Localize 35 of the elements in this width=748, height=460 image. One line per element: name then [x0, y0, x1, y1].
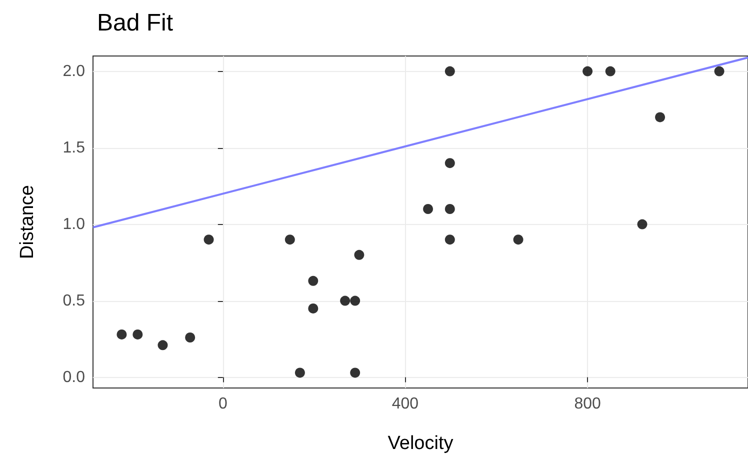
- point: [354, 250, 364, 260]
- point: [308, 276, 318, 286]
- point: [350, 296, 360, 306]
- point: [637, 219, 648, 230]
- x-axis-title: Velocity: [388, 433, 454, 454]
- point: [513, 234, 524, 245]
- point: [308, 303, 318, 314]
- point: [116, 329, 127, 340]
- point: [444, 204, 455, 214]
- point: [444, 234, 455, 245]
- point: [444, 66, 455, 76]
- point: [185, 332, 196, 343]
- point: [284, 234, 295, 245]
- y-axis-title: Distance: [17, 185, 38, 259]
- x-tick-label: 400: [392, 396, 419, 412]
- point: [655, 112, 666, 122]
- point: [204, 234, 214, 245]
- point: [132, 329, 143, 340]
- point: [582, 66, 593, 76]
- point: [158, 340, 168, 350]
- point: [605, 66, 616, 76]
- point: [294, 368, 305, 378]
- x-tick-label: 800: [574, 396, 601, 412]
- chart-title: Bad Fit: [97, 10, 174, 36]
- y-tick-label: 2.0: [62, 62, 86, 80]
- y-tick-label: 0.5: [62, 292, 86, 310]
- y-tick-label: 1.5: [62, 139, 86, 156]
- point: [340, 296, 350, 306]
- point: [423, 204, 434, 214]
- x-tick-label: 0: [218, 396, 228, 412]
- point: [350, 368, 360, 378]
- point: [714, 66, 724, 76]
- y-tick-label: 1.0: [62, 216, 86, 233]
- point: [444, 158, 455, 168]
- y-tick-label: 0.0: [62, 368, 86, 386]
